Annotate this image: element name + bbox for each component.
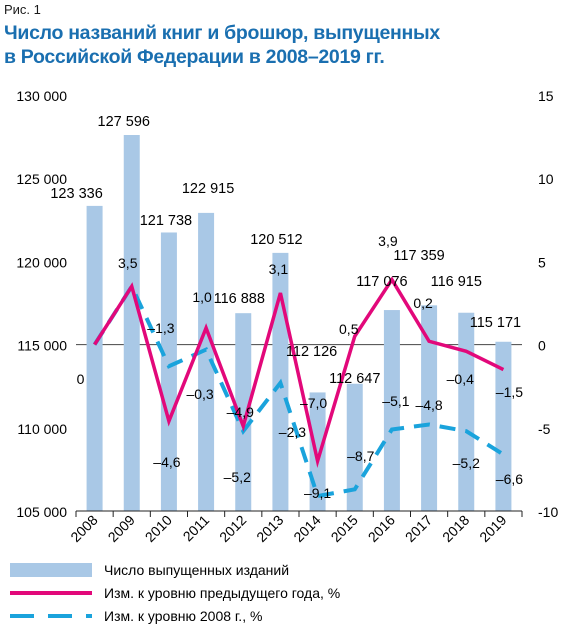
right-axis-tick: -10 (538, 504, 558, 520)
base-2008-value-label: –5,2 (224, 469, 251, 485)
right-axis-tick: -5 (538, 421, 551, 437)
legend-swatch-bars (10, 563, 92, 577)
bar-value-label: 122 915 (182, 181, 234, 197)
bar (160, 232, 177, 511)
x-axis-tick-label: 2017 (402, 512, 435, 545)
base-2008-value-label: –9,1 (304, 485, 331, 501)
bar (383, 310, 400, 511)
right-axis-tick: 0 (538, 338, 546, 354)
bar-value-label: 116 915 (431, 274, 482, 290)
right-axis-tick: 5 (538, 254, 546, 270)
legend-label: Изм. к уровню предыдущего года, % (104, 585, 340, 601)
bar-value-label: 127 596 (98, 114, 150, 130)
prev-year-value-label: –7,0 (300, 395, 327, 411)
left-axis-tick: 125 000 (16, 171, 67, 187)
base-2008-value-label: –4,8 (415, 397, 442, 413)
bar (123, 135, 140, 511)
base-2008-value-label: –8,7 (347, 448, 374, 464)
prev-year-value-label: 0 (77, 371, 85, 387)
prev-year-value-label: 0,2 (413, 295, 433, 311)
base-2008-value-label: –5,1 (382, 393, 409, 409)
bar-value-label: 120 512 (250, 232, 302, 248)
chart-title: Число названий книг и брошюр, выпущенных… (4, 21, 440, 69)
prev-year-value-label: 3,9 (378, 233, 398, 249)
bar-value-label: 117 076 (356, 274, 407, 290)
x-axis-tick-label: 2012 (216, 512, 249, 545)
chart-title-line-2: в Российской Федерации в 2008–2019 гг. (4, 46, 385, 68)
prev-year-value-label: 3,5 (118, 255, 138, 271)
legend-label: Изм. к уровню 2008 г., % (104, 608, 262, 624)
bar-value-label: 117 359 (393, 248, 444, 264)
bar (198, 212, 215, 511)
x-axis-tick-label: 2019 (476, 512, 509, 545)
prev-year-value-label: 1,0 (192, 289, 212, 305)
left-axis-tick: 110 000 (17, 421, 67, 437)
line-prev-year-series (93, 276, 505, 469)
bar (458, 312, 475, 511)
left-axis-tick: 105 000 (16, 504, 67, 520)
x-axis-tick-label: 2013 (253, 512, 286, 545)
prev-year-value-label: –4,6 (153, 454, 180, 470)
bar-value-label: 112 126 (286, 344, 337, 360)
prev-year-value-label: 0,5 (339, 321, 359, 337)
base-2008-value-label: –5,2 (453, 455, 480, 471)
x-axis-tick-label: 2011 (180, 512, 213, 545)
base-2008-value-label: –1,3 (147, 320, 174, 336)
legend-label: Число выпущенных изданий (104, 562, 289, 578)
x-axis-tick-label: 2010 (142, 512, 175, 545)
bar-value-label: 116 888 (214, 291, 265, 307)
prev-year-value-label: –1,5 (496, 384, 523, 400)
x-axis-tick-label: 2009 (105, 512, 138, 545)
x-axis-tick-label: 2014 (290, 512, 323, 545)
bar-value-label: 112 647 (329, 371, 380, 387)
x-axis-tick-label: 2018 (439, 512, 472, 545)
bar (86, 205, 103, 511)
prev-year-value-label: –4,9 (227, 404, 254, 420)
right-axis-tick: 10 (538, 171, 554, 187)
bar (495, 341, 512, 511)
base-2008-value-label: –0,3 (186, 386, 213, 402)
x-axis-tick-label: 2015 (328, 512, 361, 545)
prev-year-value-label: –0,4 (447, 371, 474, 387)
bar-value-label: 115 171 (470, 315, 521, 331)
bar-value-label: 121 738 (140, 213, 192, 229)
base-2008-value-label: –6,6 (496, 471, 523, 487)
bar (421, 305, 438, 511)
x-axis-tick-label: 2008 (67, 512, 100, 545)
x-axis-tick-label: 2016 (365, 512, 398, 545)
right-axis-tick: 15 (538, 88, 554, 104)
bar-value-label: 123 336 (50, 186, 102, 202)
bar (346, 383, 363, 511)
figure-label: Рис. 1 (4, 2, 41, 17)
bar (235, 313, 252, 511)
line-2008-series (92, 282, 505, 499)
base-2008-value-label: –2,3 (279, 424, 306, 440)
chart-title-line-1: Число названий книг и брошюр, выпущенных (4, 22, 440, 44)
left-axis-tick: 120 000 (16, 254, 67, 270)
left-axis-tick: 130 000 (16, 88, 67, 104)
prev-year-value-label: 3,1 (269, 261, 289, 277)
left-axis-tick: 115 000 (17, 338, 67, 354)
